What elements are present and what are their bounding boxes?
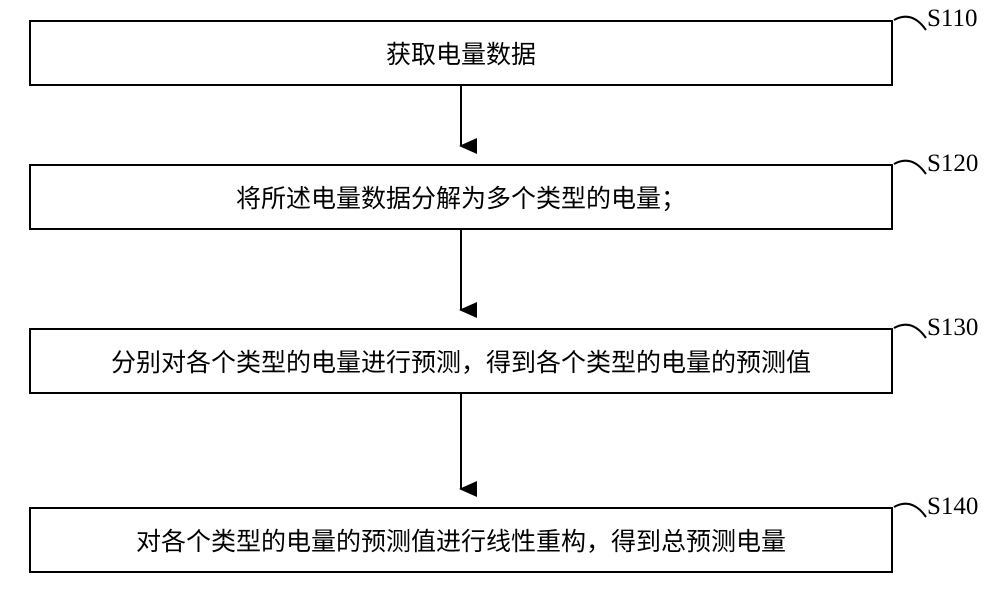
flowchart-canvas: 获取电量数据 S110 将所述电量数据分解为多个类型的电量； S120 分别对各… (0, 0, 1000, 599)
flowchart-step-label-s120: S120 (927, 150, 978, 178)
flowchart-node-s130: 分别对各个类型的电量进行预测，得到各个类型的电量的预测值 (29, 328, 893, 394)
flowchart-node-text: 对各个类型的电量的预测值进行线性重构，得到总预测电量 (136, 522, 786, 558)
flowchart-leader (894, 325, 926, 338)
flowchart-step-label-s130: S130 (927, 314, 978, 342)
flowchart-leader (894, 17, 926, 30)
flowchart-node-text: 分别对各个类型的电量进行预测，得到各个类型的电量的预测值 (111, 343, 811, 379)
flowchart-step-label-s110: S110 (927, 5, 977, 33)
flowchart-step-label-s140: S140 (927, 493, 978, 521)
flowchart-node-s120: 将所述电量数据分解为多个类型的电量； (29, 164, 893, 230)
flowchart-node-s110: 获取电量数据 (29, 20, 893, 86)
flowchart-node-text: 获取电量数据 (386, 35, 536, 71)
flowchart-node-text: 将所述电量数据分解为多个类型的电量； (236, 179, 686, 215)
flowchart-leader (894, 504, 926, 517)
flowchart-node-s140: 对各个类型的电量的预测值进行线性重构，得到总预测电量 (29, 507, 893, 573)
flowchart-leader (894, 161, 926, 174)
